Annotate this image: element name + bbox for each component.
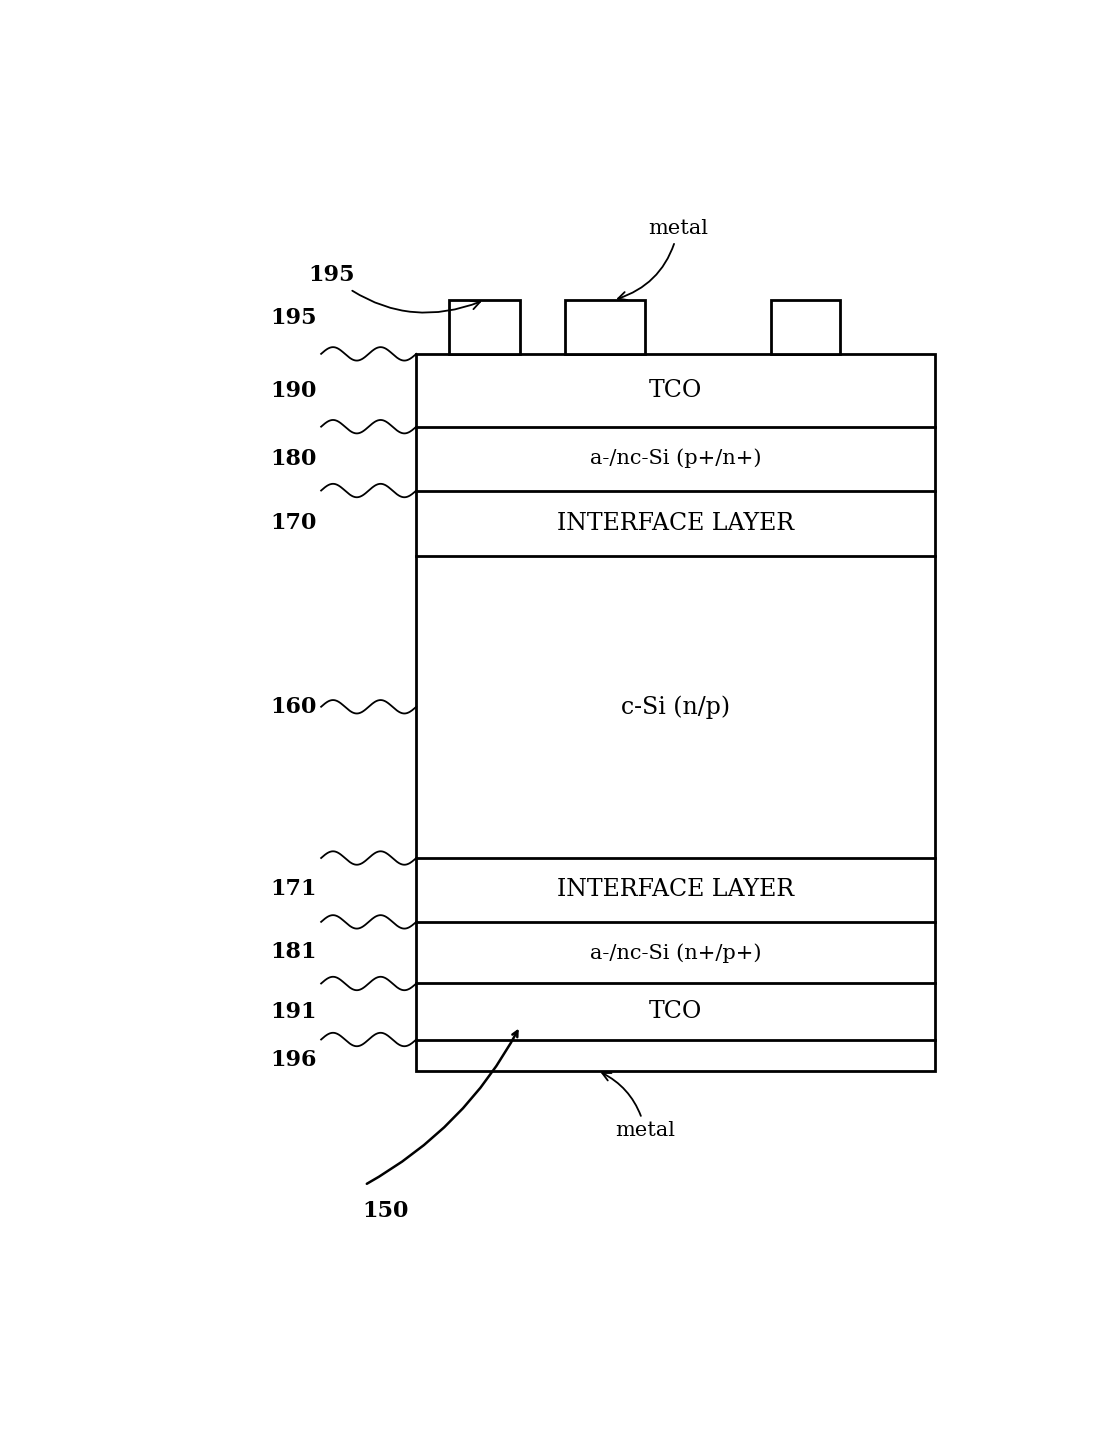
Text: 160: 160 [270, 695, 317, 717]
Text: 191: 191 [270, 1001, 317, 1023]
Text: 195: 195 [308, 265, 480, 313]
Text: 181: 181 [270, 941, 317, 963]
Text: a-/nc-Si (p+/n+): a-/nc-Si (p+/n+) [590, 448, 761, 469]
Bar [416, 354, 935, 1071]
Text: INTERFACE LAYER: INTERFACE LAYER [557, 512, 795, 534]
Text: TCO: TCO [650, 1000, 702, 1023]
Text: metal: metal [618, 220, 708, 300]
Text: c-Si (n/p): c-Si (n/p) [622, 695, 730, 719]
Text: 190: 190 [270, 380, 317, 402]
Text: 150: 150 [363, 1200, 410, 1222]
Bar [449, 300, 520, 354]
Text: INTERFACE LAYER: INTERFACE LAYER [557, 879, 795, 902]
Text: 170: 170 [270, 512, 317, 534]
Text: TCO: TCO [650, 378, 702, 402]
Bar [771, 300, 840, 354]
Text: 171: 171 [270, 879, 317, 901]
Text: a-/nc-Si (n+/p+): a-/nc-Si (n+/p+) [590, 943, 761, 963]
Text: 180: 180 [270, 448, 317, 470]
Text: metal: metal [603, 1072, 675, 1141]
Text: 196: 196 [270, 1049, 317, 1071]
Bar [565, 300, 645, 354]
Text: 195: 195 [270, 307, 317, 329]
